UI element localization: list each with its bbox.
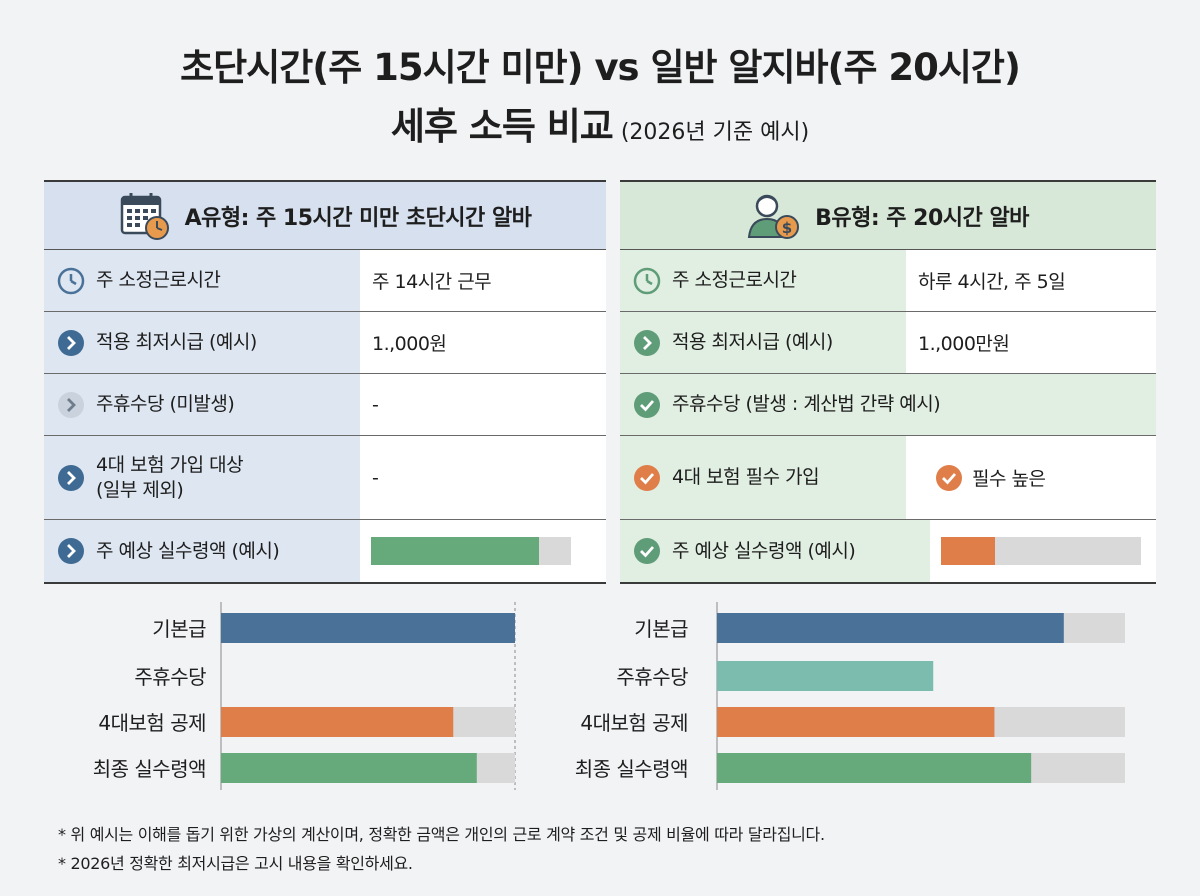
chart-category-label: 주휴수당 [616, 665, 688, 689]
chevron-right-icon [58, 538, 84, 564]
clock-icon [57, 267, 85, 294]
panel-a-label-insurance: 4대 보험 가입 대상 (일부 제외) [96, 453, 244, 503]
panel-b-label-insurance: 4대 보험 필수 가입 [672, 466, 820, 488]
chart-bar [717, 753, 1032, 783]
panel-a: A유형: 주 15시간 미만 초단시간 알바 주 소정근로시간 주 14시간 근… [44, 180, 606, 584]
footnote-2: * 2026년 정확한 최저시급은 고시 내용을 확인하세요. [58, 854, 413, 873]
page-subtitle-note: (2026년 기준 예시) [620, 120, 810, 145]
chart-category-label: 기본급 [634, 617, 688, 641]
panel-b: $ B유형: 주 20시간 알바 주 소정근로시간 하루 4시간, 주 5일 적… [620, 180, 1156, 584]
clock-icon [633, 267, 661, 294]
page-subtitle: 세후 소득 비교 (2026년 기준 예시) [0, 102, 1200, 158]
panel-a-row-takehome: 주 예상 실수령액 (예시) [44, 520, 606, 584]
panel-b-value-insurance: 필수 높은 [972, 468, 1046, 490]
worker-coin-icon: $ [747, 194, 800, 239]
check-icon [634, 464, 660, 491]
panel-b-value-hours: 하루 4시간, 주 5일 [918, 271, 1066, 293]
panel-a-value-holiday: - [372, 393, 379, 416]
title-block: 초단시간(주 15시간 미만) vs 일반 알지바(주 20시간) 세후 소득 … [0, 44, 1200, 158]
chart-category-label: 최종 실수령액 [93, 757, 206, 781]
panel-b-row-insurance: 4대 보험 필수 가입 필수 높은 [620, 436, 1156, 520]
check-icon [634, 391, 660, 418]
panel-b-row-takehome: 주 예상 실수령액 (예시) [620, 520, 1156, 584]
calendar-clock-icon [120, 193, 169, 240]
chart-category-label: 기본급 [152, 617, 206, 641]
panel-a-takehome-bar-fill [371, 537, 539, 565]
panel-b-row-holiday: 주휴수당 (발생 : 계산법 간략 예시) [620, 374, 1156, 436]
panel-a-value-insurance: - [372, 466, 379, 489]
panel-a-label-takehome: 주 예상 실수령액 (예시) [96, 539, 280, 562]
panel-b-label-wage: 적용 최저시급 (예시) [672, 331, 833, 353]
panel-a-header: A유형: 주 15시간 미만 초단시간 알바 [44, 180, 606, 250]
panel-a-label-insurance-line2: (일부 제외) [96, 478, 184, 501]
check-icon [634, 538, 660, 564]
check-icon [936, 464, 962, 491]
panel-a-row-hours: 주 소정근로시간 주 14시간 근무 [44, 250, 606, 312]
page-subtitle-main: 세후 소득 비교 [390, 105, 614, 148]
footnote-1: * 위 예시는 이해를 돕기 위한 가상의 계산이며, 정확한 금액은 개인의 … [58, 825, 825, 844]
chart-category-label: 최종 실수령액 [575, 757, 688, 781]
chart-bar [717, 661, 934, 691]
panel-b-takehome-bar [941, 537, 1141, 565]
panel-a-label-holiday: 주휴수당 (미발생) [96, 393, 235, 415]
panel-b-label-takehome: 주 예상 실수령액 (예시) [672, 539, 856, 562]
panel-b-header-text: B유형: 주 20시간 알바 [815, 206, 1029, 231]
chart-bar [221, 753, 477, 783]
chart-bar [717, 613, 1064, 643]
chart-category-label: 4대보험 공제 [98, 711, 206, 735]
chart-category-label: 4대보험 공제 [580, 711, 688, 735]
panel-a-row-insurance: 4대 보험 가입 대상 (일부 제외) - [44, 436, 606, 520]
panel-a-header-text: A유형: 주 15시간 미만 초단시간 알바 [184, 206, 532, 231]
chart-bar [221, 613, 515, 643]
panel-b-row-hours: 주 소정근로시간 하루 4시간, 주 5일 [620, 250, 1156, 312]
page-title: 초단시간(주 15시간 미만) vs 일반 알지바(주 20시간) [180, 46, 1021, 89]
panel-a-label-insurance-line1: 4대 보험 가입 대상 [96, 453, 244, 476]
chevron-right-icon [58, 464, 84, 491]
panel-a-label-wage: 적용 최저시급 (예시) [96, 331, 257, 353]
chart-bar [221, 707, 454, 737]
chart-bar [717, 707, 995, 737]
panel-a-label-hours: 주 소정근로시간 [96, 269, 221, 291]
chevron-right-icon [58, 391, 84, 418]
panel-b-value-wage: 1.,000만원 [918, 333, 1010, 355]
svg-text:$: $ [782, 219, 792, 237]
panel-a-row-wage: 적용 최저시급 (예시) 1.,000원 [44, 312, 606, 374]
chevron-right-icon [58, 329, 84, 356]
panel-a-row-holiday: 주휴수당 (미발생) - [44, 374, 606, 436]
panel-a-value-wage: 1.,000원 [372, 333, 447, 355]
panel-a-takehome-bar [371, 537, 571, 565]
panel-b-label-holiday: 주휴수당 (발생 : 계산법 간략 예시) [672, 393, 941, 415]
chevron-right-icon [634, 329, 660, 356]
panel-b-label-hours: 주 소정근로시간 [672, 269, 797, 291]
footnotes: * 위 예시는 이해를 돕기 위한 가상의 계산이며, 정확한 금액은 개인의 … [58, 820, 825, 878]
panel-b-header: $ B유형: 주 20시간 알바 [620, 180, 1156, 250]
panel-b-takehome-bar-fill [941, 537, 995, 565]
panel-b-row-wage: 적용 최저시급 (예시) 1.,000만원 [620, 312, 1156, 374]
panel-a-value-hours: 주 14시간 근무 [372, 271, 492, 293]
chart-category-label: 주휴수당 [134, 665, 206, 689]
